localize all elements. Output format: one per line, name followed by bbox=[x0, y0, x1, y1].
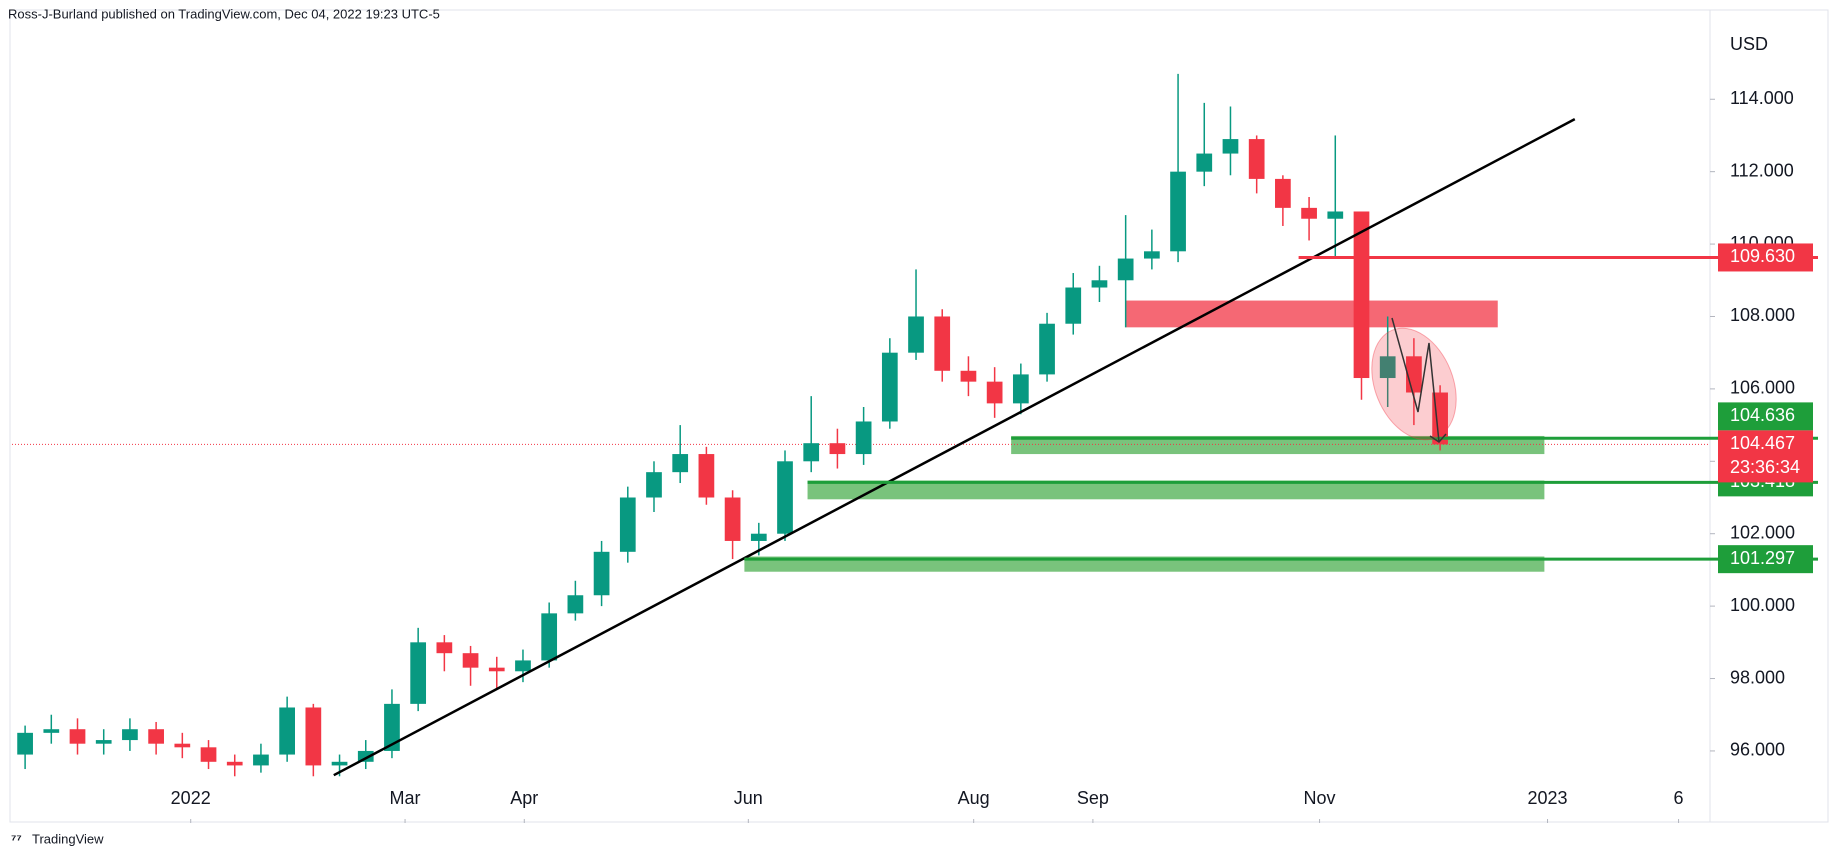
x-tick-label: Sep bbox=[1077, 788, 1109, 808]
candle-body bbox=[1327, 211, 1344, 219]
logo: ⁷⁷ bbox=[11, 831, 22, 846]
candle-body bbox=[122, 729, 138, 741]
candle-body bbox=[1065, 287, 1082, 324]
candle-body bbox=[279, 707, 295, 755]
footer: ⁷⁷ TradingView bbox=[11, 831, 104, 846]
annotations bbox=[1371, 317, 1457, 443]
candle-body bbox=[567, 595, 584, 614]
candle-body bbox=[698, 454, 715, 498]
candle-body bbox=[986, 381, 1003, 404]
zone bbox=[1011, 435, 1545, 455]
x-tick-label: 6 bbox=[1674, 788, 1684, 808]
candle-body bbox=[803, 443, 820, 462]
candle-body bbox=[200, 747, 217, 762]
level-label: 104.636 bbox=[1730, 405, 1795, 425]
candle-body bbox=[253, 754, 269, 766]
highlight-ellipse bbox=[1371, 327, 1457, 441]
candle-body bbox=[17, 732, 33, 755]
countdown-label: 23:36:34 bbox=[1730, 457, 1800, 477]
candle-body bbox=[960, 370, 977, 382]
y-tick-label: 98.000 bbox=[1730, 667, 1785, 687]
level-label-bg bbox=[1718, 402, 1813, 431]
candle-body bbox=[462, 653, 479, 668]
y-tick-label: 100.000 bbox=[1730, 595, 1795, 615]
currency: USD bbox=[1730, 34, 1768, 54]
candle-body bbox=[1379, 356, 1396, 379]
level-label-bg bbox=[1718, 243, 1813, 272]
candle-body bbox=[619, 497, 636, 552]
candle-body bbox=[934, 316, 951, 371]
y-tick-label: 114.000 bbox=[1730, 88, 1794, 108]
x-tick-label: Aug bbox=[958, 788, 990, 808]
candle-body bbox=[305, 707, 322, 766]
x-tick-label: Jun bbox=[734, 788, 763, 808]
zone bbox=[1125, 300, 1498, 328]
x-tick-label: Apr bbox=[510, 788, 538, 808]
y-tick-label: 112.000 bbox=[1730, 160, 1794, 180]
candle-body bbox=[1275, 178, 1291, 208]
plot bbox=[12, 73, 1818, 777]
candle-body bbox=[1170, 171, 1186, 252]
candle-body bbox=[855, 421, 872, 455]
brand: TradingView bbox=[32, 831, 104, 846]
trendline bbox=[333, 118, 1576, 777]
candle-body bbox=[908, 316, 924, 353]
level-label: 101.297 bbox=[1730, 548, 1795, 568]
candle-body bbox=[646, 472, 662, 498]
byline: Ross-J-Burland published on TradingView.… bbox=[8, 6, 440, 21]
arrow-head bbox=[1429, 433, 1447, 443]
frame bbox=[9, 9, 1829, 823]
candle-body bbox=[672, 454, 689, 473]
candle-body bbox=[1196, 153, 1213, 172]
candle-body bbox=[1091, 280, 1108, 288]
candle-body bbox=[410, 642, 427, 704]
level-label-bg bbox=[1718, 545, 1813, 574]
candle-body bbox=[384, 703, 400, 751]
candle-body bbox=[829, 443, 846, 455]
candle-body bbox=[777, 461, 793, 534]
y-tick-label: 106.000 bbox=[1730, 378, 1795, 398]
y-tick-label: 96.000 bbox=[1730, 740, 1785, 760]
x-tick-label: Mar bbox=[390, 788, 421, 808]
candle-body bbox=[148, 729, 164, 744]
candle-body bbox=[43, 729, 60, 733]
candle-body bbox=[1012, 374, 1029, 404]
candle-body bbox=[1117, 258, 1134, 281]
x-tick-label: 2022 bbox=[171, 788, 211, 808]
candle-body bbox=[1353, 211, 1370, 379]
candle-body bbox=[436, 642, 453, 654]
y-tick-label: 102.000 bbox=[1730, 522, 1795, 542]
zone bbox=[807, 480, 1545, 500]
candle-body bbox=[1039, 323, 1055, 375]
candle-body bbox=[593, 551, 610, 596]
candle-body bbox=[1144, 251, 1160, 259]
candle-body bbox=[1222, 139, 1239, 154]
candle-body bbox=[226, 761, 243, 766]
x-tick-label: 2023 bbox=[1528, 788, 1568, 808]
candle-body bbox=[1301, 207, 1317, 219]
level-label: 109.630 bbox=[1730, 246, 1795, 266]
y-tick-label: 108.000 bbox=[1730, 305, 1795, 325]
candle-body bbox=[95, 740, 112, 744]
last-price-label: 104.467 bbox=[1730, 433, 1795, 453]
last-price-bg bbox=[1718, 430, 1813, 483]
candle-body bbox=[724, 497, 741, 541]
candle-body bbox=[488, 667, 505, 672]
candle-body bbox=[515, 660, 531, 672]
candle-body bbox=[69, 729, 86, 744]
path-arrow bbox=[1391, 317, 1440, 443]
candle-body bbox=[174, 743, 191, 748]
x-tick-label: Nov bbox=[1304, 788, 1336, 808]
candle-body bbox=[541, 613, 558, 661]
candle-body bbox=[1248, 139, 1265, 179]
candle-body bbox=[881, 352, 898, 422]
candle-body bbox=[1432, 392, 1448, 445]
price-axis: 96.00098.000100.000102.000104.000106.000… bbox=[171, 88, 1813, 823]
candle-body bbox=[331, 761, 348, 766]
candle-body bbox=[750, 533, 767, 541]
candle-body bbox=[357, 750, 374, 762]
